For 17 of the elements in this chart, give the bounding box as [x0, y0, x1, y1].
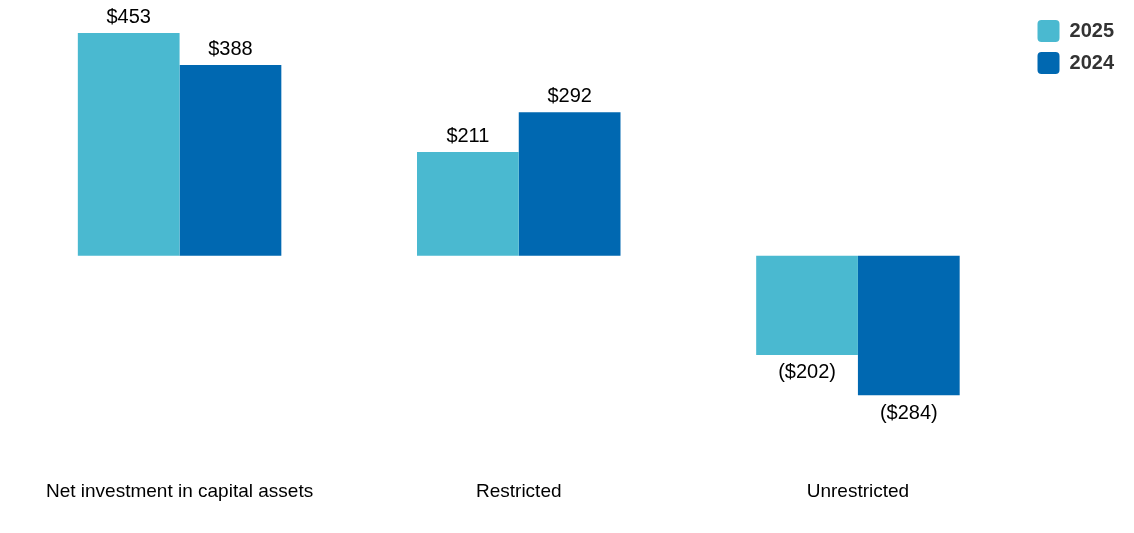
bar [518, 112, 621, 256]
x-tick-label: Net investment in capital assets [45, 479, 314, 501]
bar [756, 255, 858, 355]
bar [417, 152, 519, 256]
x-tick-label: Unrestricted [806, 479, 910, 501]
data-label: ($284) [879, 400, 938, 423]
bar [179, 65, 282, 256]
data-label: $292 [547, 83, 592, 106]
data-label: $211 [446, 123, 490, 146]
legend-label: 2024 [1069, 50, 1115, 73]
bar [857, 255, 960, 396]
data-label: ($202) [778, 360, 836, 383]
x-tick-label: Restricted [475, 479, 562, 501]
data-label: $453 [106, 4, 151, 27]
bar [77, 33, 180, 256]
data-label: $388 [208, 36, 253, 59]
legend-label: 2025 [1069, 18, 1115, 41]
